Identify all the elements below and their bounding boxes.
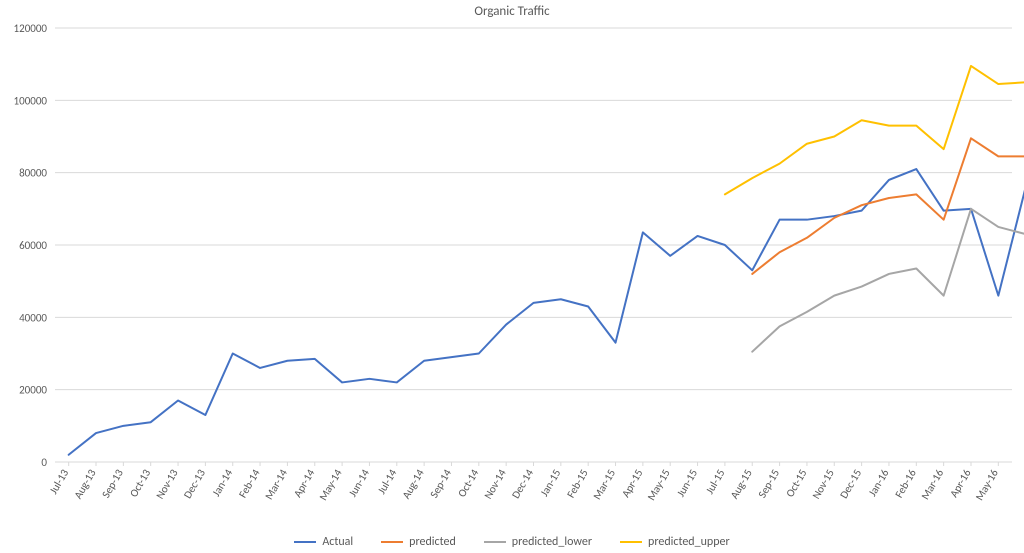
legend-swatch (381, 541, 403, 543)
x-tick-label: Jan-16 (866, 467, 892, 499)
x-tick-label: Sep-14 (427, 467, 454, 501)
x-tick-label: Mar-15 (591, 467, 619, 502)
series-line (752, 209, 1024, 352)
x-tick-label: Oct-14 (455, 467, 481, 500)
x-tick-label: Oct-15 (783, 467, 809, 499)
chart-canvas: 020000400006000080000100000120000Jul-13A… (0, 0, 1024, 553)
svg-text:0: 0 (41, 456, 47, 469)
legend-item: predicted_lower (484, 535, 592, 549)
x-tick-label: Aug-14 (400, 467, 427, 501)
x-tick-label: May-14 (317, 467, 345, 503)
legend-label: Actual (322, 535, 353, 549)
x-tick-label: May-15 (645, 467, 673, 503)
svg-text:20000: 20000 (19, 384, 47, 397)
series-line (69, 169, 1024, 455)
x-tick-label: Dec-13 (181, 467, 208, 501)
legend-item: predicted_upper (620, 535, 730, 549)
legend-item: predicted (381, 535, 456, 549)
x-tick-label: Aug-15 (728, 467, 755, 501)
x-tick-label: Apr-15 (619, 467, 645, 500)
line-chart: Organic Traffic 020000400006000080000100… (0, 0, 1024, 553)
svg-text:40000: 40000 (19, 311, 47, 324)
x-tick-label: Dec-15 (837, 467, 864, 501)
x-tick-label: Jul-15 (703, 467, 727, 496)
legend-swatch (620, 541, 642, 543)
x-tick-label: Jun-15 (674, 467, 700, 499)
x-tick-label: Sep-13 (99, 467, 126, 501)
legend-swatch (294, 541, 316, 543)
series-line (752, 138, 1024, 274)
x-tick-label: Mar-14 (262, 467, 290, 502)
x-tick-label: Jul-13 (47, 467, 72, 497)
legend-label: predicted_lower (512, 535, 592, 549)
x-tick-label: Jun-14 (346, 467, 372, 499)
x-tick-label: Sep-15 (756, 467, 783, 500)
x-tick-label: Nov-14 (481, 467, 509, 502)
legend-label: predicted_upper (648, 535, 730, 549)
x-tick-label: Mar-16 (919, 467, 947, 502)
x-tick-label: Jan-15 (538, 467, 564, 499)
x-tick-label: Nov-13 (153, 467, 181, 502)
svg-text:80000: 80000 (19, 167, 47, 180)
x-tick-label: Feb-15 (564, 467, 591, 500)
svg-text:60000: 60000 (19, 239, 47, 252)
x-tick-label: Jul-14 (375, 467, 400, 497)
series-line (725, 64, 1024, 194)
legend-swatch (484, 541, 506, 543)
x-tick-label: Feb-14 (236, 467, 263, 500)
x-tick-label: May-16 (973, 467, 1001, 503)
x-tick-label: Feb-16 (892, 467, 919, 500)
legend-label: predicted (409, 535, 456, 549)
x-tick-label: Apr-14 (291, 467, 318, 500)
x-tick-label: Dec-14 (509, 467, 536, 501)
x-tick-label: Jan-14 (210, 467, 236, 499)
legend-item: Actual (294, 535, 353, 549)
svg-text:120000: 120000 (14, 22, 48, 35)
x-tick-label: Aug-13 (71, 467, 98, 501)
x-tick-label: Apr-16 (947, 467, 974, 500)
svg-text:100000: 100000 (14, 94, 48, 107)
chart-legend: Actual predicted predicted_lower predicted_… (0, 533, 1024, 549)
x-tick-label: Oct-13 (127, 467, 153, 500)
x-tick-label: Nov-15 (810, 467, 837, 501)
